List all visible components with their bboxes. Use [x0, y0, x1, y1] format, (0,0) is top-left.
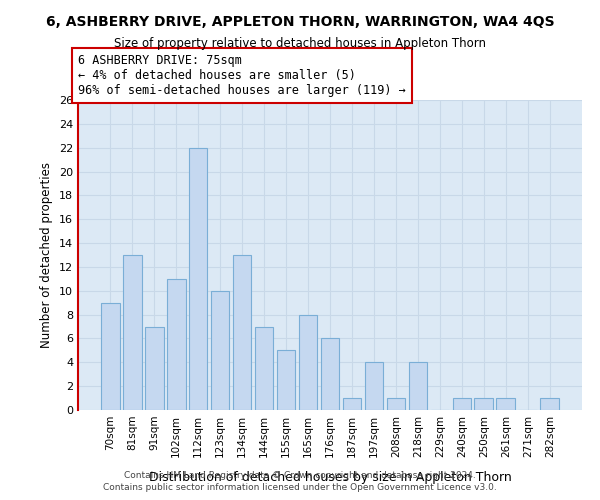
Bar [189, 148, 208, 410]
Bar [255, 326, 274, 410]
Bar [365, 362, 383, 410]
Bar [145, 326, 164, 410]
Bar [167, 279, 185, 410]
Text: 6, ASHBERRY DRIVE, APPLETON THORN, WARRINGTON, WA4 4QS: 6, ASHBERRY DRIVE, APPLETON THORN, WARRI… [46, 15, 554, 29]
Bar [343, 398, 361, 410]
Text: Size of property relative to detached houses in Appleton Thorn: Size of property relative to detached ho… [114, 38, 486, 51]
Bar [277, 350, 295, 410]
Y-axis label: Number of detached properties: Number of detached properties [40, 162, 53, 348]
Text: Contains public sector information licensed under the Open Government Licence v3: Contains public sector information licen… [103, 484, 497, 492]
Bar [123, 255, 142, 410]
Bar [409, 362, 427, 410]
Text: 6 ASHBERRY DRIVE: 75sqm
← 4% of detached houses are smaller (5)
96% of semi-deta: 6 ASHBERRY DRIVE: 75sqm ← 4% of detached… [78, 54, 406, 97]
Bar [541, 398, 559, 410]
Bar [496, 398, 515, 410]
Bar [299, 314, 317, 410]
X-axis label: Distribution of detached houses by size in Appleton Thorn: Distribution of detached houses by size … [149, 471, 511, 484]
Bar [475, 398, 493, 410]
Bar [101, 302, 119, 410]
Bar [452, 398, 471, 410]
Bar [320, 338, 340, 410]
Text: Contains HM Land Registry data © Crown copyright and database right 2024.: Contains HM Land Registry data © Crown c… [124, 471, 476, 480]
Bar [211, 291, 229, 410]
Bar [233, 255, 251, 410]
Bar [386, 398, 405, 410]
